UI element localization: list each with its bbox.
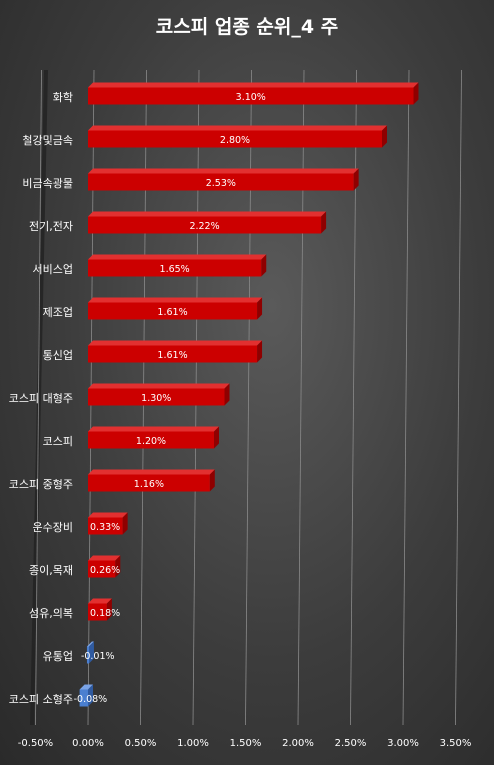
category-label: 종이,목재 <box>29 564 73 577</box>
data-label: 0.26% <box>90 565 120 576</box>
category-label: 서비스업 <box>33 263 73 276</box>
x-tick-label: 0.00% <box>72 738 104 749</box>
gridline <box>245 69 252 726</box>
gridline <box>297 69 305 726</box>
bar-side <box>353 168 359 191</box>
bar <box>88 87 414 105</box>
category-label: 섬유,의복 <box>29 607 73 620</box>
bar-top <box>88 512 128 518</box>
data-label: 1.61% <box>157 350 187 361</box>
x-tick-label: 2.00% <box>282 738 314 749</box>
bar <box>88 474 210 492</box>
category-label: 코스피 중형주 <box>9 478 73 491</box>
data-label: -0.01% <box>81 651 115 662</box>
bar-side <box>261 254 267 277</box>
bar-top <box>88 125 387 131</box>
data-label: 2.53% <box>206 178 236 189</box>
x-tick-label: 3.50% <box>440 738 472 749</box>
bar-side <box>115 555 121 578</box>
category-label: 화학 <box>53 91 73 104</box>
bars-group: 3.10% 2.80% 2.53% 2.22% 1.65% 1.61% 1.61% 1.30%… <box>74 82 419 707</box>
category-label: 유통업 <box>43 650 73 663</box>
data-label: 1.16% <box>134 479 164 490</box>
data-label: 1.20% <box>136 436 166 447</box>
x-tick-label: 3.00% <box>387 738 419 749</box>
bar-top <box>88 82 419 88</box>
category-label: 코스피 대형주 <box>9 392 73 405</box>
bar <box>79 689 88 707</box>
bar-side <box>214 426 219 449</box>
data-label: 2.22% <box>189 221 219 232</box>
bar-top <box>79 684 93 690</box>
bar <box>88 216 322 234</box>
bar <box>88 173 354 191</box>
gridline <box>35 69 42 726</box>
category-label: 비금속광물 <box>22 177 73 190</box>
bar-top <box>88 555 121 561</box>
bar <box>88 603 107 621</box>
bar-side <box>224 383 230 406</box>
bar <box>88 431 214 449</box>
bar-side <box>257 297 263 320</box>
data-label: 0.33% <box>90 522 120 533</box>
category-label: 제조업 <box>43 306 73 319</box>
bar <box>88 560 116 578</box>
data-label: -0.08% <box>74 694 108 705</box>
bar-side <box>257 340 263 363</box>
bar <box>86 646 89 664</box>
bar-side <box>106 598 112 621</box>
bar-top <box>88 340 263 346</box>
gridline <box>402 69 410 726</box>
bar-side <box>321 211 327 234</box>
data-label: 3.10% <box>236 92 266 103</box>
category-label: 철강및금속 <box>22 134 73 147</box>
x-tick-label: 2.50% <box>335 738 367 749</box>
bar <box>88 517 123 535</box>
chart-title: 코스피 업종 순위_4 주 <box>156 16 338 38</box>
category-label: 전기,전자 <box>29 220 73 233</box>
bar-side <box>413 82 419 105</box>
x-tick-labels: -0.50% 0.00% 0.50% 1.00% 1.50% 2.00% 2.50% 3.00… <box>18 738 472 749</box>
bar-top <box>88 426 219 432</box>
chart-side-wall <box>30 70 48 725</box>
x-tick-label: 1.50% <box>230 738 262 749</box>
x-tick-label: 0.50% <box>125 738 157 749</box>
bar <box>88 345 258 363</box>
bar-side <box>88 684 93 707</box>
bar-side <box>382 125 387 148</box>
bar-top <box>88 168 359 174</box>
data-label: 1.30% <box>141 393 171 404</box>
bar-top <box>88 469 215 475</box>
bar <box>88 302 258 320</box>
category-label: 운수장비 <box>33 521 73 534</box>
bar-top <box>88 211 327 217</box>
data-label: 1.61% <box>157 307 187 318</box>
bar-side <box>88 641 94 664</box>
bar-top <box>88 383 230 389</box>
data-label: 0.18% <box>90 608 120 619</box>
bar-top <box>88 297 263 303</box>
gridline <box>455 69 462 726</box>
bar-top <box>86 641 94 647</box>
bar <box>88 259 262 277</box>
category-label: 코스피 소형주 <box>9 693 73 706</box>
bar-top <box>88 254 267 260</box>
x-tick-label: 1.00% <box>177 738 209 749</box>
bar <box>88 388 225 406</box>
gridline <box>350 69 357 726</box>
bar-side <box>209 469 215 492</box>
category-label: 통신업 <box>43 349 73 362</box>
bar-side <box>122 512 128 535</box>
x-tick-label: -0.50% <box>18 738 53 749</box>
data-label: 2.80% <box>220 135 250 146</box>
data-label: 1.65% <box>160 264 190 275</box>
bar <box>88 130 382 148</box>
category-label: 코스피 <box>43 435 73 448</box>
bar-top <box>88 598 112 604</box>
chart-floor <box>30 70 48 725</box>
